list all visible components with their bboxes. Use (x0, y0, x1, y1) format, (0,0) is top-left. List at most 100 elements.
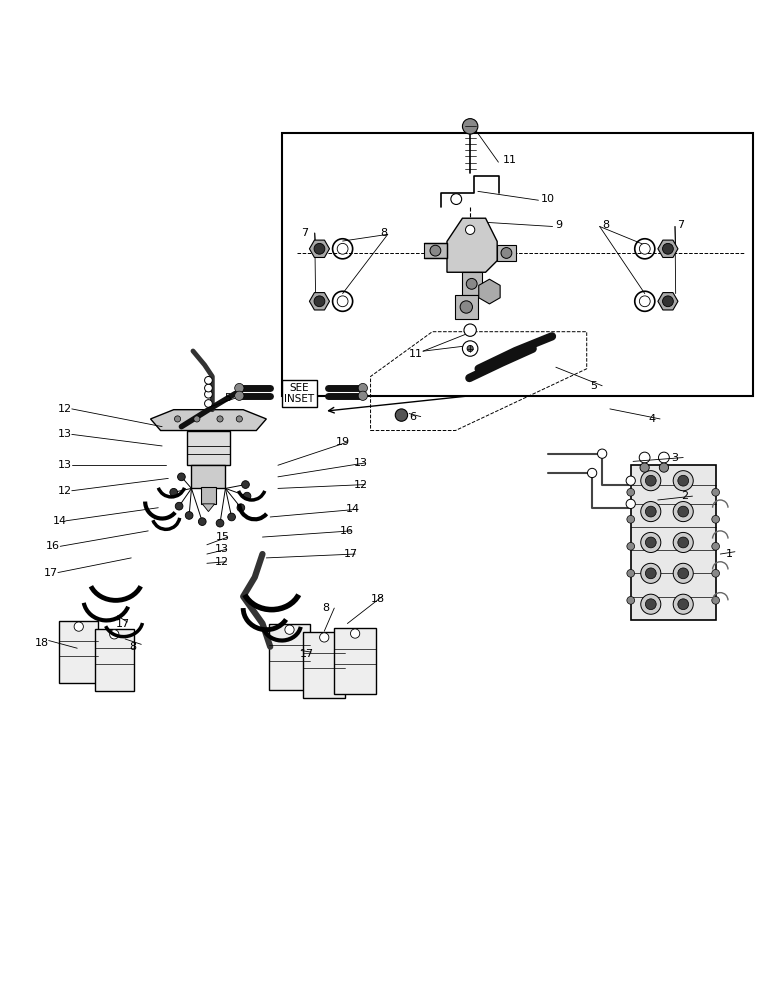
Circle shape (350, 629, 360, 638)
Circle shape (587, 468, 597, 478)
Circle shape (337, 243, 348, 254)
Circle shape (242, 481, 249, 488)
Circle shape (627, 488, 635, 496)
Text: 17: 17 (300, 649, 313, 659)
Polygon shape (658, 240, 678, 257)
Text: 16: 16 (340, 526, 354, 536)
Circle shape (627, 569, 635, 577)
Circle shape (358, 391, 367, 400)
Circle shape (451, 194, 462, 204)
Circle shape (235, 391, 244, 400)
Circle shape (198, 518, 206, 525)
Text: 12: 12 (58, 486, 72, 496)
Circle shape (395, 409, 408, 421)
Circle shape (430, 245, 441, 256)
Circle shape (320, 633, 329, 642)
Circle shape (358, 383, 367, 393)
Circle shape (659, 452, 669, 463)
Circle shape (673, 502, 693, 522)
Polygon shape (658, 293, 678, 310)
Circle shape (673, 471, 693, 491)
Circle shape (712, 569, 720, 577)
Polygon shape (202, 504, 215, 512)
Circle shape (645, 568, 656, 579)
Circle shape (641, 563, 661, 583)
Circle shape (185, 512, 193, 519)
Text: 9: 9 (555, 220, 562, 230)
Circle shape (466, 225, 475, 234)
Circle shape (205, 390, 212, 398)
Text: 14: 14 (52, 516, 66, 526)
Text: 13: 13 (354, 458, 367, 468)
Circle shape (712, 515, 720, 523)
Text: 3: 3 (672, 453, 679, 463)
Circle shape (645, 506, 656, 517)
Circle shape (678, 599, 689, 610)
Circle shape (285, 625, 294, 634)
Circle shape (645, 599, 656, 610)
Text: 10: 10 (540, 194, 555, 204)
Text: 19: 19 (336, 437, 350, 447)
Text: 13: 13 (215, 544, 229, 554)
Text: 4: 4 (648, 414, 655, 424)
Circle shape (236, 416, 242, 422)
Circle shape (194, 416, 200, 422)
Circle shape (662, 296, 673, 307)
Text: 18: 18 (371, 594, 384, 604)
Circle shape (627, 515, 635, 523)
Circle shape (462, 119, 478, 134)
Bar (303, 632, 345, 698)
Text: 5: 5 (224, 393, 231, 403)
Circle shape (464, 324, 476, 336)
Bar (187, 431, 230, 465)
Text: 2: 2 (681, 491, 688, 501)
Bar (59, 621, 98, 683)
Polygon shape (447, 218, 497, 272)
Text: 17: 17 (116, 619, 130, 629)
Circle shape (678, 537, 689, 548)
Circle shape (645, 475, 656, 486)
Text: 14: 14 (346, 504, 360, 514)
Polygon shape (310, 240, 330, 257)
Circle shape (645, 537, 656, 548)
Circle shape (466, 278, 477, 289)
Text: SEE
INSET: SEE INSET (284, 383, 315, 404)
Circle shape (641, 594, 661, 614)
Circle shape (678, 475, 689, 486)
Circle shape (243, 492, 251, 500)
Text: 6: 6 (409, 412, 416, 422)
Text: 17: 17 (44, 568, 58, 578)
Bar (462, 272, 482, 295)
Circle shape (673, 594, 693, 614)
Text: 11: 11 (503, 155, 517, 165)
Circle shape (337, 296, 348, 307)
Polygon shape (310, 293, 330, 310)
Polygon shape (479, 279, 500, 304)
Circle shape (659, 463, 669, 472)
Text: 5: 5 (591, 381, 598, 391)
Circle shape (170, 488, 178, 496)
Circle shape (467, 345, 473, 352)
Circle shape (205, 384, 212, 392)
Circle shape (178, 473, 185, 481)
Text: 13: 13 (58, 460, 72, 470)
Circle shape (712, 542, 720, 550)
Circle shape (662, 243, 673, 254)
Circle shape (639, 452, 650, 463)
Circle shape (598, 449, 607, 458)
Text: 8: 8 (323, 603, 330, 613)
Circle shape (174, 416, 181, 422)
Circle shape (205, 400, 212, 407)
Text: 8: 8 (602, 220, 609, 230)
Circle shape (235, 383, 244, 393)
Bar (497, 245, 516, 261)
Text: 16: 16 (46, 541, 60, 551)
Circle shape (110, 630, 119, 639)
Text: 18: 18 (35, 638, 49, 648)
Bar (269, 624, 310, 690)
Text: 12: 12 (58, 404, 72, 414)
Text: 15: 15 (216, 532, 230, 542)
Bar (95, 629, 134, 691)
Text: 8: 8 (130, 642, 137, 652)
Text: 7: 7 (677, 220, 685, 230)
